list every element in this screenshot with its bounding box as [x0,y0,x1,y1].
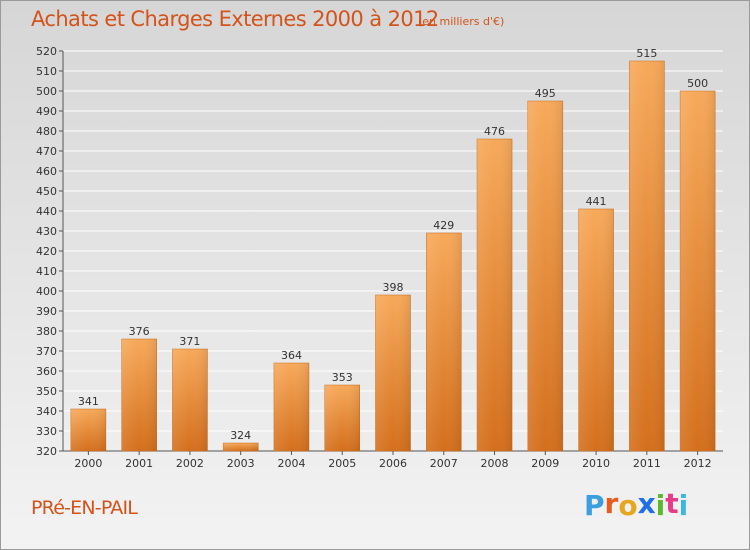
y-tick-label: 490 [36,105,57,118]
x-tick-labels: 2000 2001 2002 2003 2004 2005 2006 2007 2008 2009… [74,457,711,470]
x-tick-label-2000: 2000 [74,457,102,470]
chart-subtitle: (en milliers d'€) [418,15,505,28]
x-tick-label-2010: 2010 [582,457,610,470]
x-tick-label-2006: 2006 [379,457,407,470]
logo-letter: x [637,487,656,520]
bar-shading [223,443,259,451]
logo-letter: o [618,489,638,522]
x-tick-label-2009: 2009 [531,457,559,470]
logo-letter: i [678,489,689,522]
y-tick-label: 500 [36,85,57,98]
y-tick-label: 480 [36,125,57,138]
bar-shading [324,385,360,451]
proxiti-logo: Proxiti [584,487,689,522]
data-label-2007: 429 [433,219,454,232]
y-tick-label: 370 [36,345,57,358]
bar-shading [70,409,106,451]
y-tick-label: 360 [36,365,57,378]
y-tick-label: 420 [36,245,57,258]
data-labels: 341 376 371 324 364 353 398 429 476 495 441 515 500 [78,47,708,442]
bar-shading [578,209,614,451]
x-tick-label-2007: 2007 [430,457,458,470]
y-tick-label: 430 [36,225,57,238]
data-label-2000: 341 [78,395,99,408]
y-tick-label: 410 [36,265,57,278]
x-tick-label-2008: 2008 [481,457,509,470]
y-tick-label: 520 [36,45,57,58]
y-tick-label: 440 [36,205,57,218]
data-label-2009: 495 [535,87,556,100]
y-tick-label: 380 [36,325,57,338]
y-tick-labels: 320 330 340 350 360 370 380 390 400 410 420 430 440 4… [36,45,57,458]
logo-letter: t [665,487,679,520]
y-tick-label: 470 [36,145,57,158]
y-tick-label: 350 [36,385,57,398]
y-tick-label: 320 [36,445,57,458]
x-tick-label-2004: 2004 [277,457,305,470]
data-label-2008: 476 [484,125,505,138]
bar-shading [375,295,411,451]
place-name: PRé-EN-PAIL [31,497,138,519]
bar-shading [680,91,716,451]
bar-shading [273,363,309,451]
data-label-2002: 371 [179,335,200,348]
data-label-2005: 353 [332,371,353,384]
data-label-2003: 324 [230,429,251,442]
bar-shading [426,233,462,451]
logo-letter: i [655,489,666,522]
x-tick-label-2011: 2011 [633,457,661,470]
x-tick-label-2001: 2001 [125,457,153,470]
logo-letter: r [604,487,619,520]
data-label-2011: 515 [636,47,657,60]
chart-title: Achats et Charges Externes 2000 à 2012 [31,7,439,31]
bar-shading [629,61,665,451]
x-tick-label-2012: 2012 [684,457,712,470]
bars [70,60,716,452]
data-label-2001: 376 [129,325,150,338]
y-tick-label: 460 [36,165,57,178]
x-tick-label-2005: 2005 [328,457,356,470]
y-tick-label: 450 [36,185,57,198]
data-label-2010: 441 [586,195,607,208]
bar-shading [527,101,563,451]
data-label-2012: 500 [687,77,708,90]
data-label-2006: 398 [383,281,404,294]
y-tick-label: 510 [36,65,57,78]
x-tick-label-2003: 2003 [227,457,255,470]
logo-letter: P [584,489,605,522]
bar-shading [172,349,208,451]
bar-shading [121,339,157,451]
data-label-2004: 364 [281,349,302,362]
x-tick-label-2002: 2002 [176,457,204,470]
y-tick-label: 390 [36,305,57,318]
y-tick-label: 340 [36,405,57,418]
y-tick-label: 330 [36,425,57,438]
bar-shading [477,139,513,451]
y-tick-label: 400 [36,285,57,298]
